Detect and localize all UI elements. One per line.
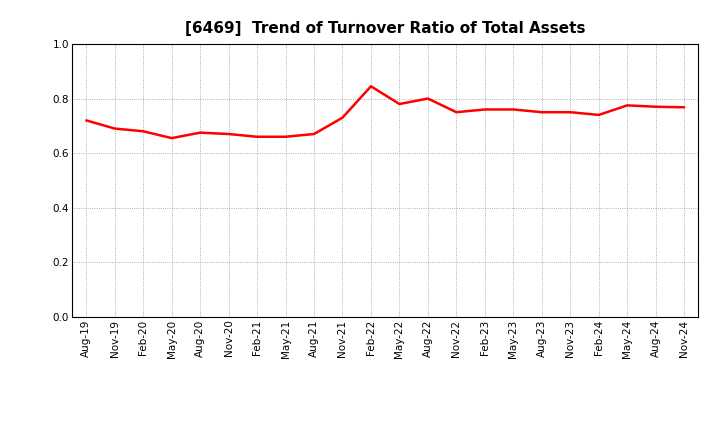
Title: [6469]  Trend of Turnover Ratio of Total Assets: [6469] Trend of Turnover Ratio of Total … [185,21,585,36]
